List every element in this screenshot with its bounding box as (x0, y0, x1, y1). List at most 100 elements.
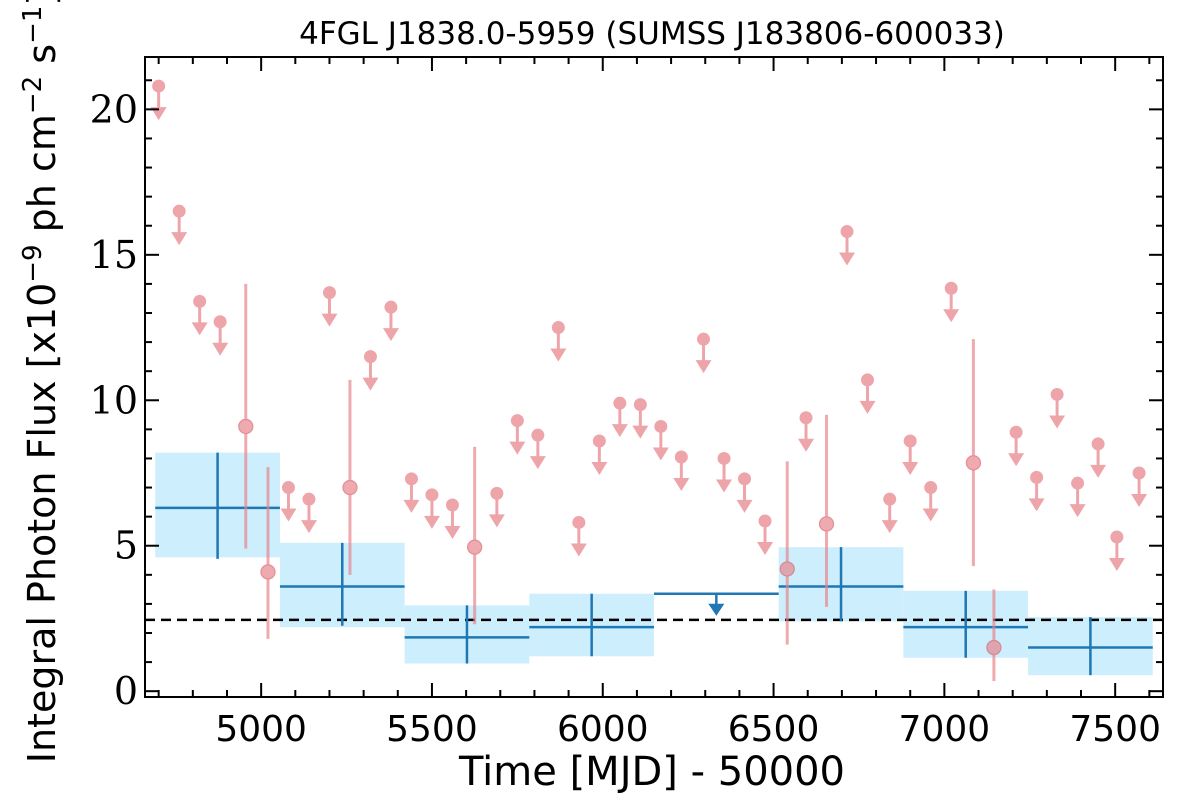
upper-limit-point (717, 451, 731, 465)
x-axis-label: Time [MJD] - 50000 (458, 749, 845, 795)
upper-limit-point (1030, 470, 1044, 484)
upper-limit-marker (652, 419, 669, 461)
x-tick-label: 6500 (728, 709, 820, 750)
upper-limit-marker (382, 300, 399, 342)
upper-limit-marker (716, 451, 733, 493)
upper-limit-marker (591, 434, 608, 475)
upper-limit-marker (673, 450, 690, 491)
upper-limit-point (944, 281, 958, 295)
upper-limit-arrow (611, 424, 628, 438)
upper-limit-arrow (632, 425, 649, 439)
upper-limit-point (840, 225, 854, 239)
upper-limit-marker (150, 79, 167, 121)
upper-limit-point (1009, 425, 1023, 439)
upper-limit-point (572, 515, 586, 529)
x-tick-label: 7000 (899, 709, 991, 750)
upper-limit-point (363, 350, 377, 364)
x-tick-label: 5000 (215, 709, 307, 750)
upper-limit-point (738, 472, 752, 486)
detection-marker (238, 283, 254, 549)
upper-limit-marker (881, 492, 898, 534)
upper-limit-arrow (798, 438, 815, 452)
upper-limit-point (531, 428, 545, 442)
upper-limit-marker (1131, 466, 1148, 507)
upper-limit-point (883, 492, 897, 506)
detection-marker (260, 467, 276, 639)
upper-limit-marker (1028, 470, 1045, 512)
upper-limit-marker (1108, 530, 1125, 571)
upper-limit-marker (171, 204, 188, 246)
upper-limit-point (551, 321, 565, 335)
upper-limit-marker (839, 225, 856, 266)
upper-limit-marker (212, 315, 229, 356)
upper-limit-point (592, 434, 606, 448)
upper-limit-point (1132, 466, 1146, 480)
upper-limit-arrow (1028, 498, 1045, 512)
upper-limit-marker (695, 332, 712, 374)
upper-limit-marker (632, 398, 649, 439)
detection-point (467, 539, 483, 555)
detection-point (779, 561, 795, 577)
upper-limit-arrow (321, 313, 338, 327)
upper-limit-marker (1090, 437, 1107, 478)
detection-point (260, 564, 276, 580)
upper-limit-arrow (839, 252, 856, 266)
upper-limit-point (633, 398, 647, 412)
y-tick-label: 10 (90, 378, 138, 422)
y-tick-label: 20 (90, 87, 138, 131)
upper-limit-arrow (591, 462, 608, 475)
upper-limit-point (322, 286, 336, 300)
y-axis-label-exponent: −1 (18, 6, 48, 44)
upper-limit-marker (859, 373, 876, 414)
upper-limit-arrow (529, 456, 546, 470)
y-axis-label-part: ph cm (20, 114, 64, 244)
upper-limit-point (654, 419, 668, 433)
upper-limit-arrow (212, 342, 229, 356)
upper-limit-arrow (652, 447, 669, 461)
axis-ticks (145, 57, 1163, 697)
upper-limit-arrow (757, 542, 774, 555)
upper-limit-arrow (881, 520, 898, 534)
upper-limit-marker (488, 486, 505, 528)
upper-limit-arrow (736, 499, 753, 513)
upper-limit-point (613, 396, 627, 410)
upper-limit-marker (280, 481, 297, 522)
upper-limit-marker (1069, 476, 1086, 518)
upper-limit-arrow (1131, 494, 1148, 507)
detection-point (986, 639, 1002, 656)
upper-limit-point (490, 486, 504, 500)
upper-limit-arrow (859, 400, 876, 414)
upper-limit-point (172, 204, 186, 218)
upper-limit-marker (300, 492, 317, 534)
upper-limit-arrow (444, 526, 461, 539)
upper-limit-marker (757, 514, 774, 555)
upper-limit-arrow (362, 377, 379, 391)
upper-limit-point (193, 294, 207, 308)
upper-limit-arrow (716, 479, 733, 493)
upper-limit-point (861, 373, 875, 387)
x-tick-label: 6000 (557, 709, 649, 750)
upper-limit-point (697, 332, 711, 346)
binned-upper-limit-arrow (708, 603, 725, 616)
upper-limit-marker (922, 481, 939, 522)
y-tick-label: 15 (90, 233, 138, 277)
upper-limit-point (152, 79, 166, 93)
upper-limit-arrow (902, 462, 919, 475)
upper-limit-point (924, 481, 938, 495)
y-axis-label-exponent: −2 (18, 76, 48, 114)
y-tick-label: 5 (114, 524, 138, 568)
upper-limit-marker (321, 286, 338, 327)
upper-limit-arrow (382, 328, 399, 342)
upper-limit-arrow (1049, 415, 1066, 429)
upper-limit-marker (1008, 425, 1025, 467)
upper-limit-marker (943, 281, 960, 323)
upper-limit-arrow (1008, 453, 1025, 467)
upper-limit-arrow (280, 508, 297, 522)
upper-limit-point (903, 434, 917, 448)
upper-limit-marker (362, 350, 379, 391)
y-axis-label-part: s (20, 44, 64, 76)
detection-marker (467, 446, 483, 625)
upper-limit-marker (403, 472, 420, 513)
upper-limit-marker (570, 515, 587, 557)
